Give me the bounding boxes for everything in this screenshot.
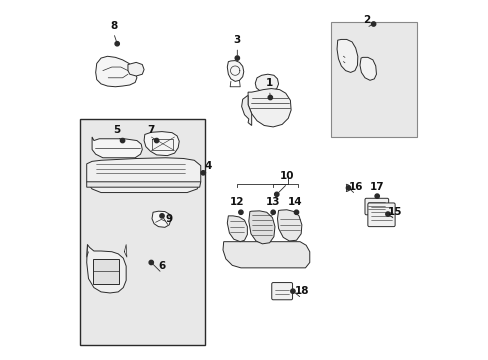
Circle shape (160, 214, 164, 218)
Bar (80, 119, 204, 345)
Bar (330, 22, 416, 137)
Text: 8: 8 (110, 21, 117, 31)
Circle shape (235, 56, 239, 60)
Polygon shape (96, 56, 137, 87)
Text: 7: 7 (147, 125, 155, 135)
Text: 5: 5 (113, 125, 121, 135)
Polygon shape (93, 259, 119, 284)
Circle shape (270, 210, 275, 215)
Polygon shape (336, 40, 357, 72)
Text: 18: 18 (294, 286, 308, 296)
Text: 14: 14 (287, 197, 302, 207)
Polygon shape (144, 132, 179, 156)
Polygon shape (227, 60, 244, 81)
Text: 4: 4 (204, 161, 212, 171)
Circle shape (274, 192, 278, 197)
Circle shape (238, 210, 243, 215)
Circle shape (267, 95, 272, 100)
Polygon shape (247, 89, 290, 127)
Circle shape (115, 41, 119, 46)
Polygon shape (241, 96, 251, 126)
Text: 3: 3 (233, 35, 241, 45)
Polygon shape (359, 57, 376, 80)
Text: 12: 12 (230, 197, 244, 207)
Polygon shape (248, 211, 274, 244)
Circle shape (120, 138, 124, 143)
Circle shape (154, 138, 159, 143)
Circle shape (294, 210, 298, 215)
Circle shape (374, 194, 379, 198)
Circle shape (346, 186, 350, 190)
Polygon shape (86, 182, 201, 187)
Polygon shape (255, 74, 278, 92)
Text: 17: 17 (369, 182, 384, 192)
Text: 2: 2 (362, 15, 369, 26)
Text: 16: 16 (348, 182, 362, 192)
Text: 6: 6 (158, 261, 165, 271)
Text: 13: 13 (265, 197, 280, 207)
Text: 1: 1 (265, 78, 273, 88)
Polygon shape (86, 158, 201, 193)
Circle shape (385, 212, 389, 216)
Polygon shape (227, 216, 247, 242)
Text: 15: 15 (387, 207, 402, 217)
Circle shape (149, 260, 153, 265)
Circle shape (290, 289, 294, 293)
Text: 10: 10 (280, 171, 294, 181)
FancyBboxPatch shape (364, 198, 388, 215)
Polygon shape (92, 137, 142, 158)
Polygon shape (277, 210, 301, 241)
FancyBboxPatch shape (271, 283, 292, 300)
Polygon shape (152, 211, 171, 227)
Polygon shape (128, 62, 144, 76)
Text: 9: 9 (165, 215, 172, 224)
Polygon shape (223, 242, 309, 268)
Circle shape (371, 22, 375, 26)
Polygon shape (86, 244, 126, 293)
Circle shape (201, 171, 205, 175)
FancyBboxPatch shape (367, 203, 394, 226)
